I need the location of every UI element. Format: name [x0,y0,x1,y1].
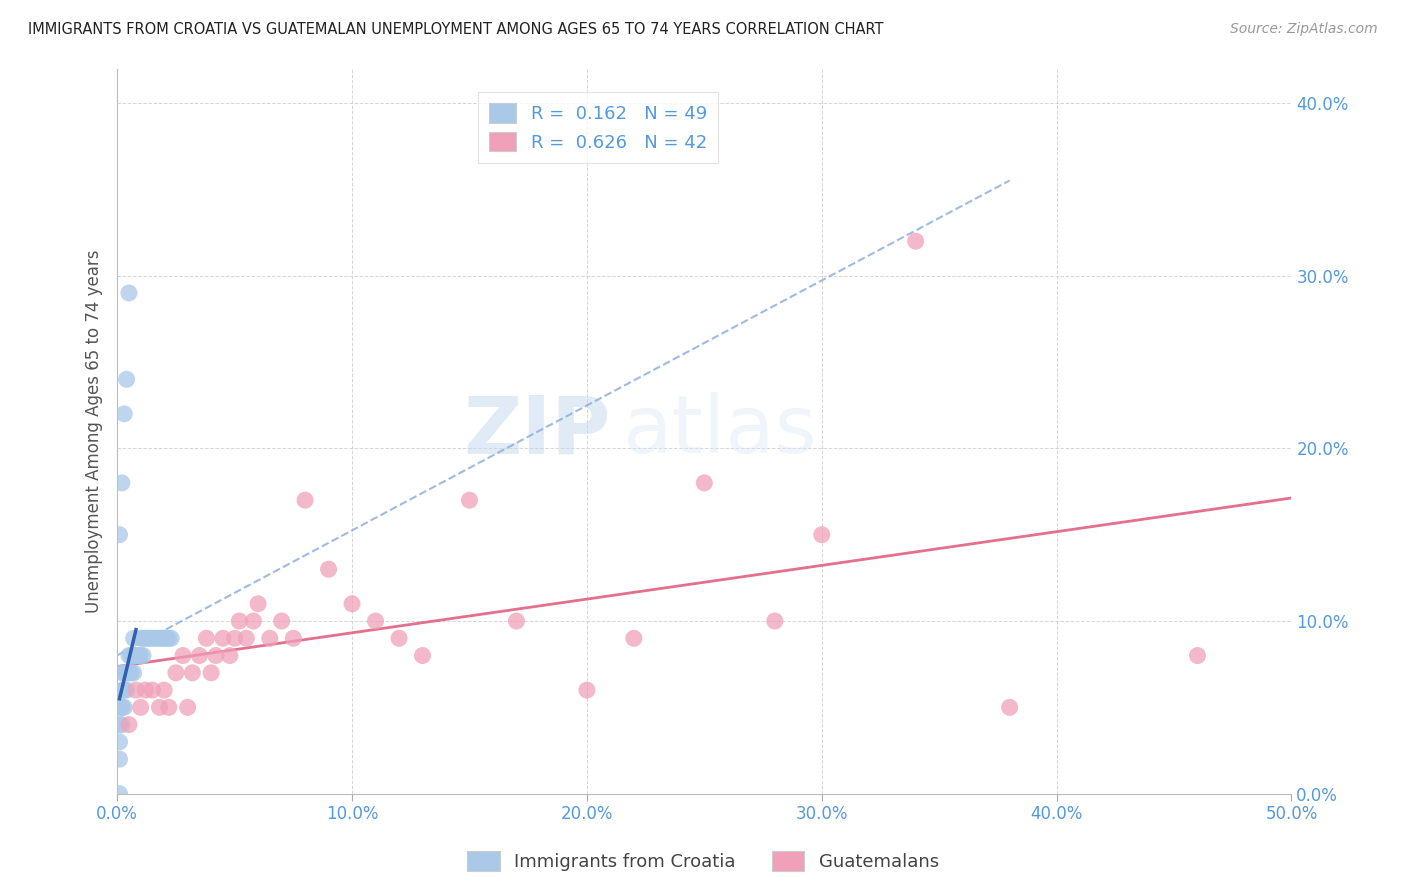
Point [150,632,173,646]
Point [623,632,645,646]
Point [153,683,176,698]
Text: ZIP: ZIP [463,392,610,470]
Point [200,665,222,680]
Point [115,372,138,386]
Point [118,665,141,680]
Point [458,493,481,508]
Point [212,632,235,646]
Point [270,614,292,628]
Point [247,597,270,611]
Point [904,234,927,248]
Point [120,665,142,680]
Point [111,665,134,680]
Point [141,683,163,698]
Point [127,648,149,663]
Point [111,700,134,714]
Point [188,648,211,663]
Y-axis label: Unemployment Among Ages 65 to 74 years: Unemployment Among Ages 65 to 74 years [86,250,103,613]
Text: IMMIGRANTS FROM CROATIA VS GUATEMALAN UNEMPLOYMENT AMONG AGES 65 TO 74 YEARS COR: IMMIGRANTS FROM CROATIA VS GUATEMALAN UN… [28,22,883,37]
Point [125,648,148,663]
Point [132,632,155,646]
Point [129,700,152,714]
Point [139,632,162,646]
Point [763,614,786,628]
Point [108,527,131,541]
Point [340,597,363,611]
Point [693,475,716,490]
Point [146,632,169,646]
Point [122,648,145,663]
Point [115,683,138,698]
Point [176,700,198,714]
Point [108,787,131,801]
Point [115,665,138,680]
Point [575,683,598,698]
Point [259,632,281,646]
Point [115,665,138,680]
Point [112,407,135,421]
Point [141,632,163,646]
Point [111,475,134,490]
Point [157,632,180,646]
Point [242,614,264,628]
Point [172,648,194,663]
Point [111,700,134,714]
Point [205,648,228,663]
Point [120,648,142,663]
Point [228,614,250,628]
Text: atlas: atlas [621,392,817,470]
Point [318,562,340,576]
Point [132,648,155,663]
Point [165,665,187,680]
Point [224,632,246,646]
Point [112,683,135,698]
Point [195,632,218,646]
Point [111,717,134,731]
Point [411,648,433,663]
Point [112,700,135,714]
Point [125,683,148,698]
Point [505,614,527,628]
Point [998,700,1021,714]
Point [122,632,145,646]
Point [294,493,316,508]
Point [364,614,387,628]
Point [118,285,141,300]
Point [108,700,131,714]
Point [108,735,131,749]
Point [148,700,170,714]
Point [810,527,832,541]
Point [122,665,145,680]
Point [219,648,242,663]
Point [143,632,166,646]
Point [1187,648,1209,663]
Point [283,632,305,646]
Point [160,632,183,646]
Point [157,700,180,714]
Legend: R =  0.162   N = 49, R =  0.626   N = 42: R = 0.162 N = 49, R = 0.626 N = 42 [478,92,718,162]
Point [148,632,170,646]
Point [111,683,134,698]
Point [181,665,204,680]
Point [118,665,141,680]
Point [108,752,131,766]
Point [136,632,159,646]
Point [388,632,411,646]
Point [129,648,152,663]
Point [112,665,135,680]
Point [125,648,148,663]
Point [235,632,257,646]
Text: Source: ZipAtlas.com: Source: ZipAtlas.com [1230,22,1378,37]
Point [155,632,177,646]
Point [134,683,156,698]
Point [118,648,141,663]
Point [129,632,152,646]
Point [153,632,176,646]
Point [118,717,141,731]
Point [112,683,135,698]
Point [134,632,156,646]
Legend: Immigrants from Croatia, Guatemalans: Immigrants from Croatia, Guatemalans [460,844,946,879]
Point [108,717,131,731]
